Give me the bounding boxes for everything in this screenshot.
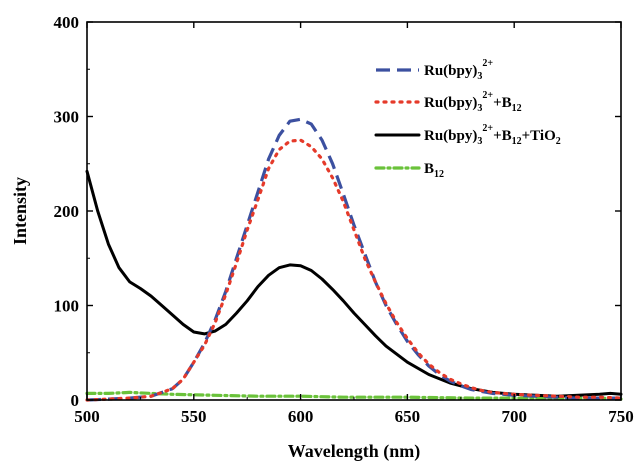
legend-label-3: B12 [424,161,444,180]
series-line-1 [85,138,623,402]
legend-label-1: Ru(bpy)32++B12 [424,90,522,114]
y-tick-label: 300 [54,108,80,127]
y-tick-label: 0 [71,391,80,410]
series-line-3 [85,390,623,401]
legend-label-2: Ru(bpy)32++B12+TiO2 [424,123,561,147]
x-tick-label: 500 [74,407,100,426]
x-tick-label: 600 [288,407,314,426]
x-tick-label: 650 [395,407,421,426]
series-layer [85,117,623,402]
legend-label-0: Ru(bpy)32+ [424,58,493,82]
y-tick-label: 100 [54,297,80,316]
series-line-2 [85,169,623,398]
y-axis-title: Intensity [10,177,30,245]
x-tick-label: 700 [501,407,527,426]
x-axis-title: Wavelength (nm) [288,441,421,462]
axes-ticks: 500 550 600 650 700 750 0 100 200 300 400 [54,13,634,426]
legend: Ru(bpy)32+ Ru(bpy)32++B12 Ru(bpy)32++B12+T… [374,58,561,180]
y-tick-label: 400 [54,13,80,32]
plot-area-frame [86,21,622,401]
y-tick-label: 200 [54,202,80,221]
x-tick-label: 750 [608,407,634,426]
x-tick-label: 550 [181,407,207,426]
series-line-0 [86,117,621,402]
